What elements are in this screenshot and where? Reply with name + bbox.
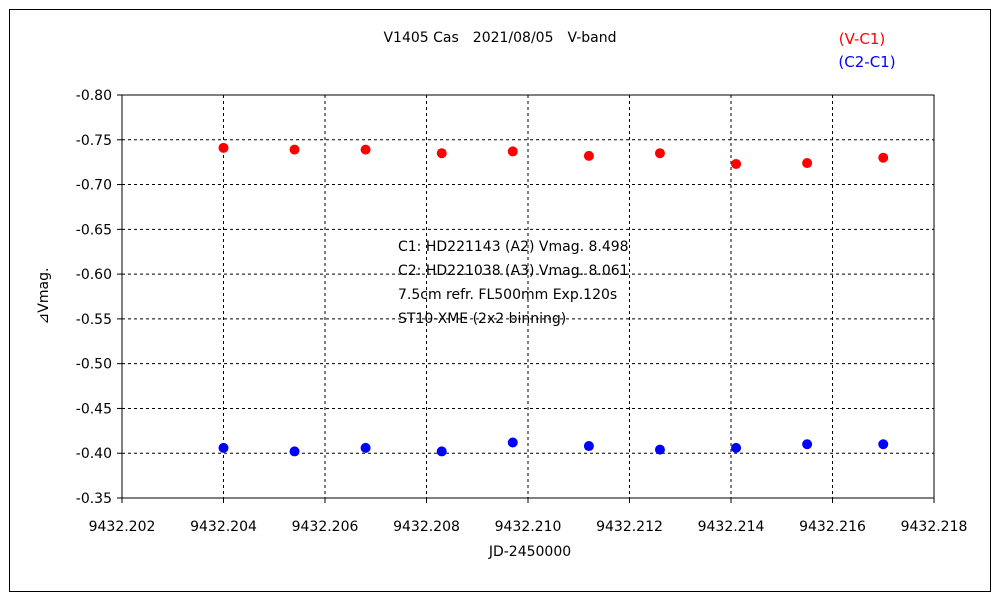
data-point-series-1 <box>360 144 371 155</box>
legend-entry-v-c1: (V-C1) <box>839 30 886 48</box>
data-point-series-1 <box>878 152 889 163</box>
y-tick-label: -0.40 <box>76 446 112 462</box>
data-point-series-1 <box>654 148 665 159</box>
data-point-series-1 <box>731 158 742 169</box>
y-tick-label: -0.55 <box>76 312 112 328</box>
y-axis-label: ⊿Vmag. <box>36 268 52 325</box>
data-point-series-1 <box>802 158 813 169</box>
data-point-series-2 <box>878 439 889 450</box>
x-tick-label: 9432.212 <box>596 519 663 535</box>
y-tick-label: -0.65 <box>76 222 112 238</box>
y-tick-label: -0.50 <box>76 357 112 373</box>
data-points <box>218 142 889 457</box>
data-point-series-2 <box>360 442 371 453</box>
legend-entry-c2-c1: (C2-C1) <box>838 53 895 71</box>
data-point-series-1 <box>218 142 229 153</box>
x-tick-label: 9432.214 <box>698 519 765 535</box>
data-point-series-2 <box>802 439 813 450</box>
annotation-c2: C2: HD221038 (A3) Vmag. 8.061 <box>398 263 629 279</box>
chart-title: V1405 Cas 2021/08/05 V-band <box>383 30 616 46</box>
data-point-series-2 <box>289 446 300 457</box>
x-tick-label: 9432.218 <box>901 519 968 535</box>
annotation-telescope: 7.5cm refr. FL500mm Exp.120s <box>398 287 617 303</box>
x-tick-label: 9432.210 <box>495 519 562 535</box>
y-tick-label: -0.35 <box>76 491 112 507</box>
data-point-series-1 <box>507 146 518 157</box>
data-point-series-2 <box>654 444 665 455</box>
axis-ticks: -0.80 -0.75 -0.70 -0.65 -0.60 -0.55 -0.50 -0.45… <box>76 88 968 535</box>
data-point-series-1 <box>583 150 594 161</box>
x-tick-label: 9432.206 <box>292 519 359 535</box>
annotation-camera: ST10-XME (2x2 binning) <box>398 311 566 327</box>
chart-frame <box>9 9 991 592</box>
annotation-c1: C1: HD221143 (A2) Vmag. 8.498 <box>398 239 629 255</box>
x-tick-label: 9432.208 <box>393 519 460 535</box>
grid-lines <box>122 95 934 498</box>
x-tick-label: 9432.216 <box>799 519 866 535</box>
y-tick-label: -0.45 <box>76 401 112 417</box>
x-tick-label: 9432.202 <box>89 519 156 535</box>
data-point-series-2 <box>583 441 594 452</box>
data-point-series-1 <box>289 144 300 155</box>
y-tick-label: -0.70 <box>76 178 112 194</box>
y-tick-label: -0.75 <box>76 133 112 149</box>
data-point-series-2 <box>731 442 742 453</box>
data-point-series-2 <box>218 442 229 453</box>
data-point-series-2 <box>436 446 447 457</box>
data-point-series-1 <box>436 148 447 159</box>
x-tick-label: 9432.204 <box>190 519 257 535</box>
x-axis-label: JD-2450000 <box>488 544 571 560</box>
y-tick-label: -0.60 <box>76 267 112 283</box>
data-point-series-2 <box>507 437 518 448</box>
y-tick-label: -0.80 <box>76 88 112 104</box>
